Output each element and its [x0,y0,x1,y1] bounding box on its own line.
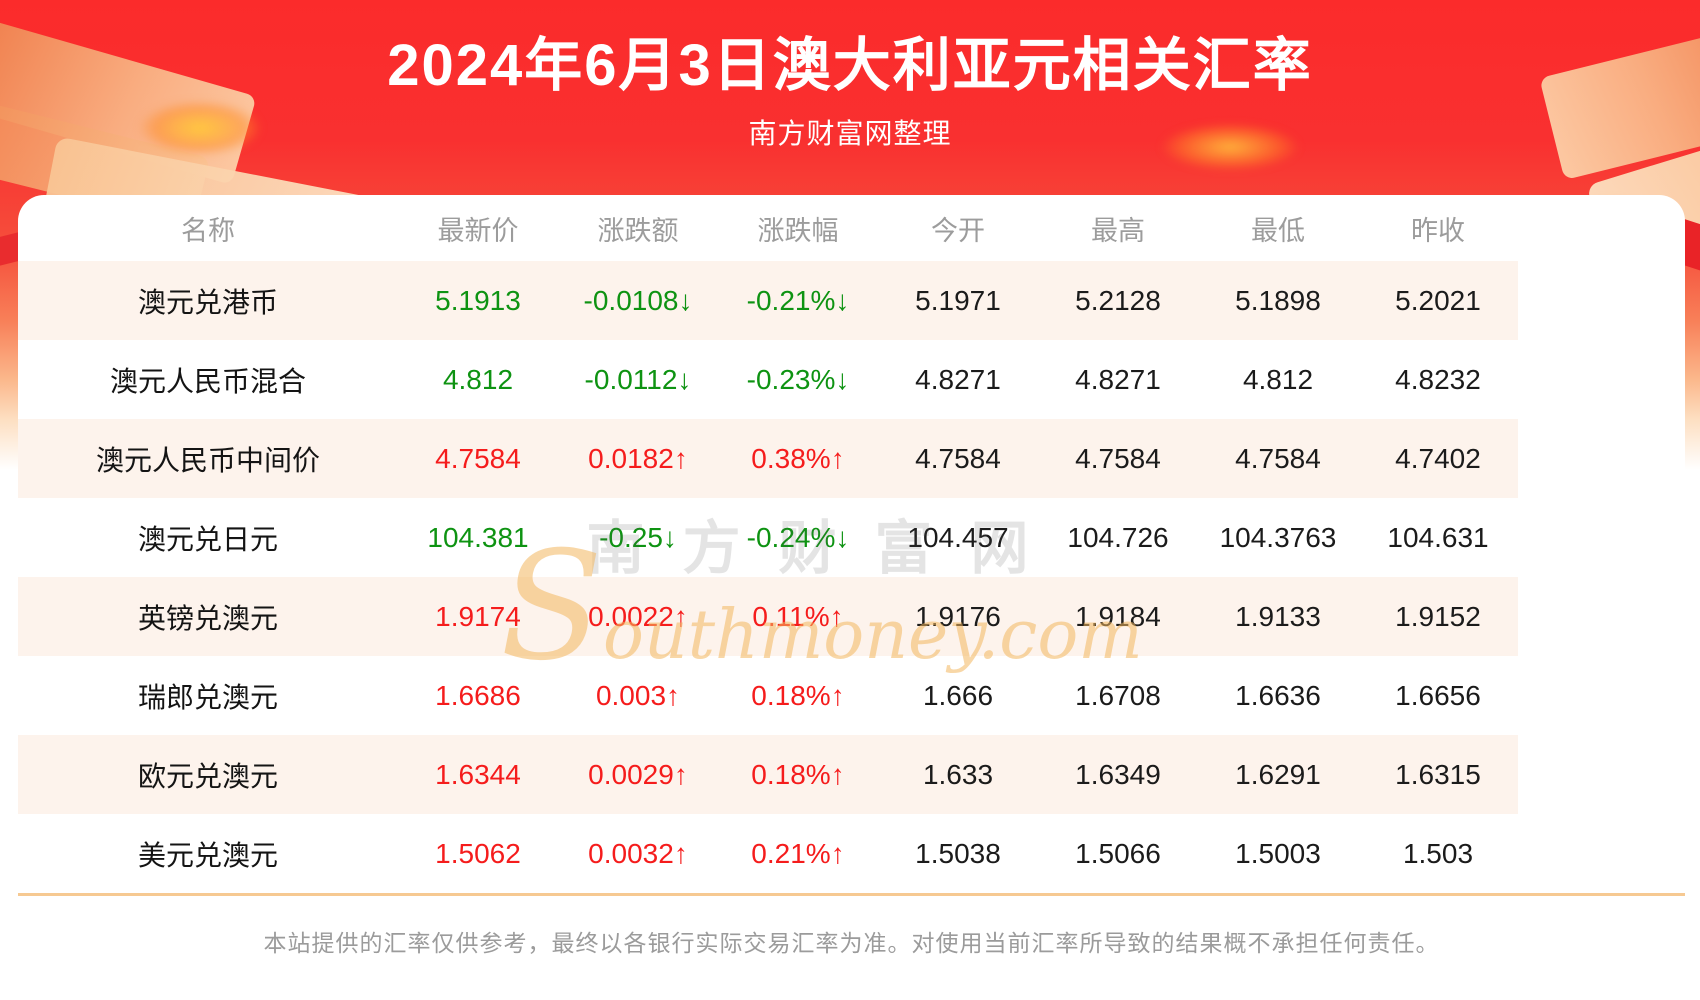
cell-latest: 1.5062 [435,837,521,869]
cell-change: -0.25↓ [599,521,677,553]
cell-name: 澳元兑日元 [137,523,278,555]
column-header: 名称 [181,215,235,246]
cell-latest: 1.6344 [435,758,521,790]
cell-latest: 4.7584 [435,442,521,474]
cell-high: 1.6708 [1075,679,1161,711]
cell-latest: 1.9174 [435,600,521,632]
cell-name: 英镑兑澳元 [137,602,278,634]
cell-high: 104.726 [1067,521,1169,553]
column-header: 最高 [1091,215,1145,246]
cell-name: 欧元兑澳元 [137,760,278,792]
cell-change: -0.0108↓ [583,284,693,316]
table-row: 澳元人民币混合 4.812 -0.0112↓ -0.23%↓ 4.8271 4.8271 4… [18,340,1518,419]
cell-open: 1.666 [922,679,994,711]
table-row: 英镑兑澳元 1.9174 0.0022↑ 0.11%↑ 1.9176 1.9184 1.91… [18,577,1518,656]
cell-prev: 1.503 [1402,837,1474,869]
table-row: 澳元兑日元 104.381 -0.25↓ -0.24%↓ 104.457 104.726 1… [18,498,1518,577]
rates-card: 名称 最新价 涨跌额 涨跌幅 今开 最高 最低 昨收 澳元兑港币 5.1913 -0.0108↓ -… [18,195,1685,1000]
cell-name: 澳元人民币混合 [109,365,306,397]
cell-pct: 0.18%↑ [751,758,845,790]
cell-pct: -0.23%↓ [746,363,850,395]
cell-prev: 4.7402 [1395,442,1481,474]
cell-name: 瑞郎兑澳元 [137,681,278,713]
column-header: 昨收 [1411,215,1465,246]
table-header-row: 名称 最新价 涨跌额 涨跌幅 今开 最高 最低 昨收 [18,195,1518,261]
cell-low: 1.6636 [1235,679,1321,711]
cell-open: 1.9176 [915,600,1001,632]
cell-change: 0.003↑ [595,679,681,711]
cell-low: 1.6291 [1235,758,1321,790]
cell-latest: 1.6686 [435,679,521,711]
cell-high: 5.2128 [1075,284,1161,316]
cell-open: 4.7584 [915,442,1001,474]
cell-change: 0.0032↑ [588,837,688,869]
cell-name: 澳元人民币中间价 [95,444,320,476]
exchange-rates-table: 名称 最新价 涨跌额 涨跌幅 今开 最高 最低 昨收 澳元兑港币 5.1913 -0.0108↓ -… [18,195,1518,893]
cell-open: 104.457 [907,521,1009,553]
cell-pct: 0.11%↑ [752,600,844,632]
cell-open: 5.1971 [915,284,1001,316]
cell-low: 104.3763 [1219,521,1337,553]
cell-pct: -0.24%↓ [746,521,850,553]
cell-latest: 104.381 [427,521,529,553]
cell-prev: 1.6656 [1395,679,1481,711]
cell-low: 1.9133 [1235,600,1321,632]
cell-open: 4.8271 [915,363,1001,395]
cell-low: 5.1898 [1235,284,1321,316]
column-header: 最低 [1251,215,1305,246]
column-header: 涨跌额 [597,215,679,246]
cell-change: 0.0029↑ [588,758,688,790]
cell-open: 1.633 [922,758,994,790]
page-title: 2024年6月3日澳大利亚元相关汇率 [387,33,1313,98]
cell-pct: 0.18%↑ [751,679,845,711]
table-row: 瑞郎兑澳元 1.6686 0.003↑ 0.18%↑ 1.666 1.6708 1.6636… [18,656,1518,735]
cell-latest: 4.812 [442,363,514,395]
cell-pct: 0.38%↑ [751,442,845,474]
cell-low: 4.7584 [1235,442,1321,474]
table-row: 美元兑澳元 1.5062 0.0032↑ 0.21%↑ 1.5038 1.5066 1.50… [18,814,1518,893]
cell-high: 1.5066 [1075,837,1161,869]
disclaimer-text: 本站提供的汇率仅供参考，最终以各银行实际交易汇率为准。对使用当前汇率所导致的结果… [18,893,1685,958]
table-row: 澳元兑港币 5.1913 -0.0108↓ -0.21%↓ 5.1971 5.2128 5.… [18,261,1518,340]
column-header: 最新价 [437,215,519,246]
cell-prev: 5.2021 [1395,284,1481,316]
cell-prev: 104.631 [1387,521,1489,553]
cell-prev: 1.9152 [1395,600,1481,632]
table-row: 欧元兑澳元 1.6344 0.0029↑ 0.18%↑ 1.633 1.6349 1.629… [18,735,1518,814]
cell-high: 1.9184 [1075,600,1161,632]
page-subtitle: 南方财富网整理 [748,118,952,149]
cell-change: -0.0112↓ [584,363,692,395]
cell-change: 0.0022↑ [588,600,688,632]
cell-high: 4.8271 [1075,363,1161,395]
cell-low: 1.5003 [1235,837,1321,869]
table-row: 澳元人民币中间价 4.7584 0.0182↑ 0.38%↑ 4.7584 4.7584 4… [18,419,1518,498]
cell-name: 美元兑澳元 [137,839,278,871]
cell-pct: 0.21%↑ [751,837,845,869]
cell-low: 4.812 [1242,363,1314,395]
cell-high: 4.7584 [1075,442,1161,474]
cell-prev: 1.6315 [1395,758,1481,790]
cell-prev: 4.8232 [1395,363,1481,395]
cell-pct: -0.21%↓ [746,284,850,316]
cell-open: 1.5038 [915,837,1001,869]
cell-high: 1.6349 [1075,758,1161,790]
cell-change: 0.0182↑ [588,442,688,474]
column-header: 涨跌幅 [757,215,839,246]
cell-name: 澳元兑港币 [137,286,278,318]
column-header: 今开 [931,215,985,246]
cell-latest: 5.1913 [435,284,521,316]
